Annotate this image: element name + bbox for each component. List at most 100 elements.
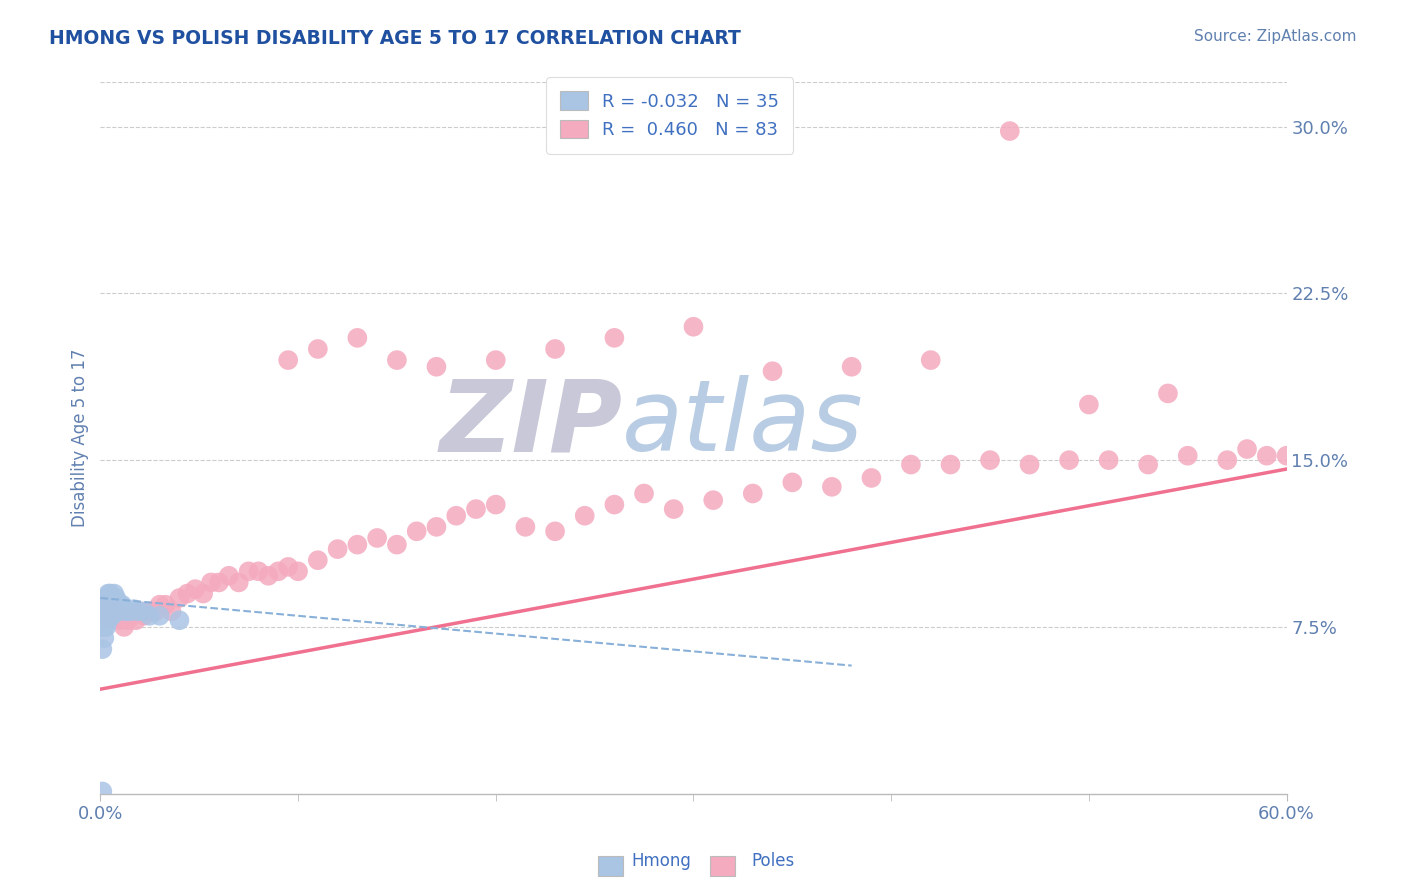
Point	[103, 604, 125, 618]
Point	[139, 608, 162, 623]
Point	[97, 604, 120, 618]
Point	[93, 598, 115, 612]
Point	[1216, 453, 1239, 467]
Point	[821, 480, 844, 494]
Point	[149, 608, 172, 623]
Point	[145, 604, 167, 618]
Point	[979, 453, 1001, 467]
Point	[112, 602, 135, 616]
Point	[287, 564, 309, 578]
Point	[101, 591, 124, 605]
Point	[103, 586, 125, 600]
Point	[125, 613, 148, 627]
Point	[920, 353, 942, 368]
Point	[900, 458, 922, 472]
Point	[115, 604, 138, 618]
Point	[105, 591, 128, 605]
Point	[741, 486, 763, 500]
Point	[257, 568, 280, 582]
Point	[155, 598, 177, 612]
Point	[1157, 386, 1180, 401]
Point	[149, 598, 172, 612]
Point	[425, 359, 447, 374]
Point	[425, 520, 447, 534]
Point	[1256, 449, 1278, 463]
Point	[97, 613, 120, 627]
Point	[385, 353, 408, 368]
Point	[108, 598, 131, 612]
Point	[184, 582, 207, 596]
Text: ZIP: ZIP	[439, 376, 623, 472]
Point	[132, 608, 155, 623]
Point	[169, 591, 191, 605]
Point	[118, 604, 141, 618]
Point	[128, 604, 150, 618]
Point	[132, 604, 155, 618]
Point	[307, 342, 329, 356]
Point	[127, 604, 149, 618]
Point	[860, 471, 883, 485]
Point	[96, 591, 118, 605]
Point	[574, 508, 596, 523]
Point	[465, 502, 488, 516]
Point	[107, 604, 129, 618]
Point	[121, 608, 143, 623]
Point	[96, 620, 118, 634]
Point	[93, 631, 115, 645]
Point	[1077, 398, 1099, 412]
Point	[682, 319, 704, 334]
Point	[105, 608, 128, 623]
Point	[782, 475, 804, 490]
Point	[1236, 442, 1258, 456]
Point	[1177, 449, 1199, 463]
Text: atlas: atlas	[623, 376, 863, 472]
Point	[93, 620, 115, 634]
Point	[122, 602, 145, 616]
Point	[603, 498, 626, 512]
Text: Source: ZipAtlas.com: Source: ZipAtlas.com	[1194, 29, 1357, 44]
Point	[91, 604, 114, 618]
Point	[247, 564, 270, 578]
Point	[385, 538, 408, 552]
Point	[208, 575, 231, 590]
Point	[603, 331, 626, 345]
Point	[1057, 453, 1080, 467]
Point	[1018, 458, 1040, 472]
Point	[1098, 453, 1121, 467]
Point	[405, 524, 427, 539]
Point	[101, 608, 124, 623]
Point	[200, 575, 222, 590]
Point	[228, 575, 250, 590]
Point	[267, 564, 290, 578]
Point	[98, 586, 121, 600]
Point	[366, 531, 388, 545]
Point	[544, 342, 567, 356]
Point	[998, 124, 1021, 138]
Point	[103, 604, 125, 618]
Point	[939, 458, 962, 472]
Point	[117, 613, 139, 627]
Point	[98, 613, 121, 627]
Point	[277, 560, 299, 574]
Point	[277, 353, 299, 368]
Point	[346, 331, 368, 345]
Point	[105, 604, 128, 618]
Point	[662, 502, 685, 516]
Point	[485, 498, 508, 512]
Point	[96, 604, 118, 618]
Text: HMONG VS POLISH DISABILITY AGE 5 TO 17 CORRELATION CHART: HMONG VS POLISH DISABILITY AGE 5 TO 17 C…	[49, 29, 741, 47]
Legend: R = -0.032   N = 35, R =  0.460   N = 83: R = -0.032 N = 35, R = 0.460 N = 83	[546, 77, 793, 153]
Point	[139, 604, 162, 618]
Point	[326, 542, 349, 557]
Point	[160, 604, 183, 618]
Point	[515, 520, 537, 534]
Text: Hmong: Hmong	[631, 852, 690, 870]
Point	[111, 598, 134, 612]
Y-axis label: Disability Age 5 to 17: Disability Age 5 to 17	[72, 349, 89, 527]
Point	[97, 604, 120, 618]
Point	[96, 608, 118, 623]
Point	[307, 553, 329, 567]
Point	[101, 608, 124, 623]
Point	[191, 586, 214, 600]
Point	[761, 364, 783, 378]
